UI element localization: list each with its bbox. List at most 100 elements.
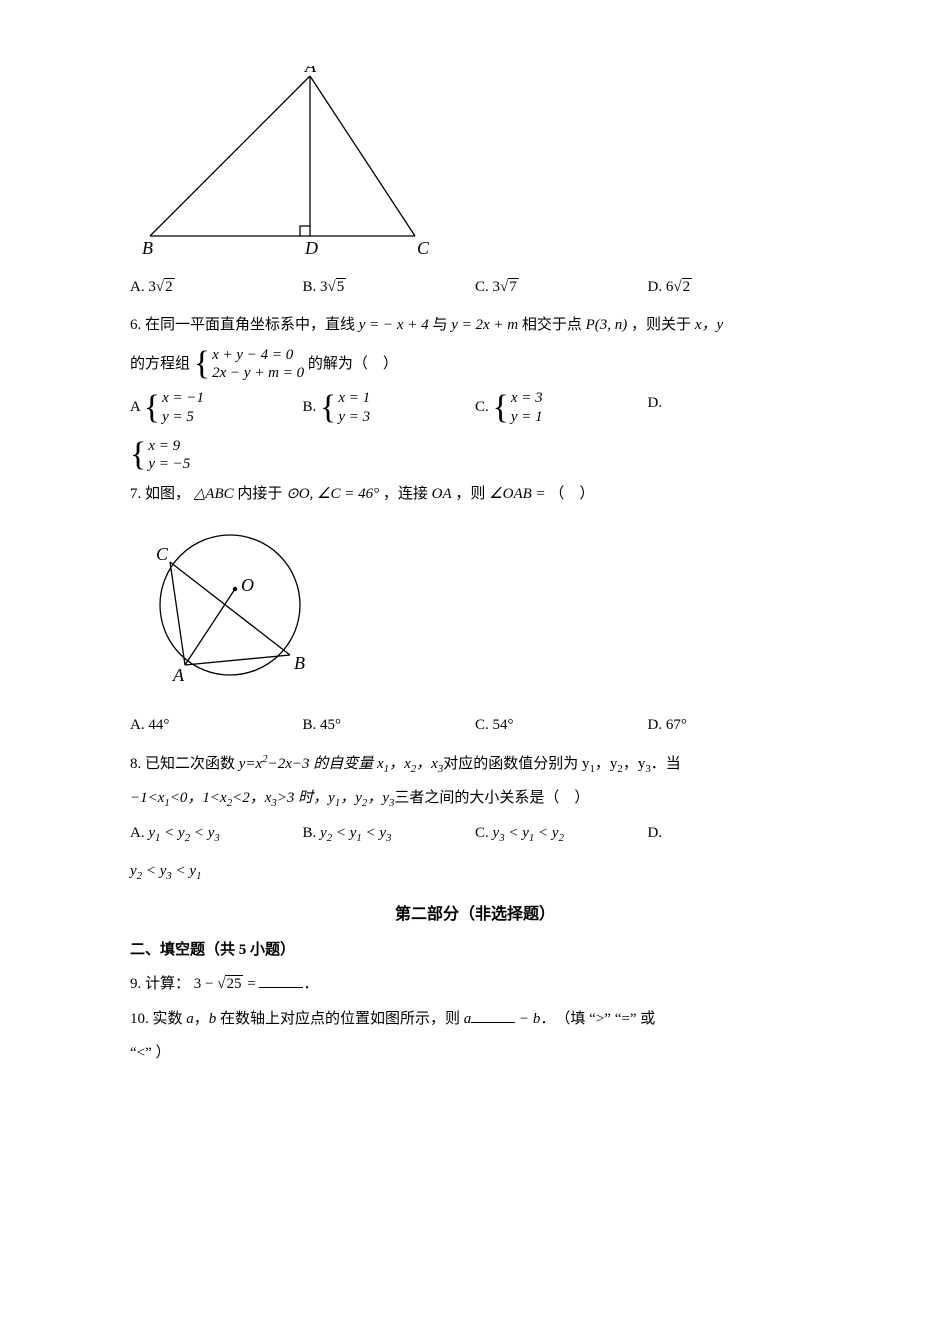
- q10-t2: ，: [194, 1011, 209, 1027]
- q10-t3: 在数轴上对应点的位置如图所示，则: [216, 1011, 464, 1027]
- q6-b-r1: x = 1: [338, 389, 370, 408]
- q8-options: A. y1 < y2 < y3 B. y2 < y1 < y3 C. y3 < …: [130, 819, 820, 848]
- circle-svg: OABC: [140, 515, 320, 695]
- circle-figure: OABC: [140, 515, 820, 706]
- q9-eq: =: [243, 976, 259, 992]
- q7-b-prefix: B.: [303, 717, 317, 733]
- q6-sys-r2: 2x − y + m = 0: [212, 364, 304, 383]
- q8-a-expr: y1 < y2 < y3: [148, 825, 219, 841]
- q10-t5: “<” ）: [130, 1045, 171, 1061]
- q9: 9. 计算： 3 − √25 = ．: [130, 970, 820, 999]
- q8-func: y=x: [239, 756, 262, 772]
- q8-y3: ，y: [623, 756, 646, 772]
- q6-opt-a: A { x = −1 y = 5: [130, 389, 303, 427]
- q7-d-prefix: D.: [648, 717, 663, 733]
- q6-t2: 相交于点: [522, 317, 582, 333]
- q8: 8. 已知二次函数 y=x2−2x−3 的自变量 x1，x2，x3对应的函数值分…: [130, 750, 820, 779]
- q10-num: 10.: [130, 1011, 149, 1027]
- q5-opt-d: D. 6√2: [648, 273, 821, 302]
- q8-l2g: 三者之间的大小关系是（ ）: [394, 790, 589, 806]
- q8-line2: −1<x1<0，1<x2<2，x3>3 时，y1，y2，y3三者之间的大小关系是…: [130, 784, 820, 813]
- part2-title: 第二部分（非选择题）: [130, 900, 820, 930]
- q7-ang: ∠OAB =: [489, 486, 545, 502]
- sec2-head: 二、填空题（共 5 小题）: [130, 936, 820, 965]
- q6-c-prefix: C.: [475, 399, 489, 415]
- q6-a-r1: x = −1: [162, 389, 204, 408]
- q8-l2e: ，y: [340, 790, 362, 806]
- q8-num: 8.: [130, 756, 141, 772]
- q9-tail: ．: [303, 976, 318, 992]
- q9-text: 计算：: [145, 976, 190, 992]
- q6-line1: y = − x + 4: [359, 317, 429, 333]
- q7-a-val: 44°: [148, 717, 169, 733]
- q8-opt-c: C. y3 < y1 < y2: [475, 819, 648, 848]
- q6-line2row: 的方程组 { x + y − 4 = 0 2x − y + m = 0 的解为（…: [130, 346, 820, 384]
- q7-opt-a: A. 44°: [130, 711, 303, 740]
- q8-l2c: <2，x: [232, 790, 271, 806]
- q7-num: 7.: [130, 486, 141, 502]
- q8-l2d: >3 时，y: [277, 790, 335, 806]
- q6-opt-d-sys: { x = 9 y = −5: [130, 437, 820, 475]
- q8-d-expr: y2 < y3 < y1: [130, 863, 201, 879]
- q7-d-val: 67°: [666, 717, 687, 733]
- q8-m2: ，x: [416, 756, 438, 772]
- q8-d-prefix: D.: [648, 825, 663, 841]
- q6-c-r2: y = 1: [511, 408, 543, 427]
- triangle-svg: ABCD: [140, 66, 450, 256]
- q5-c-prefix: C.: [475, 279, 489, 295]
- svg-text:B: B: [142, 238, 153, 256]
- svg-text:B: B: [294, 653, 305, 673]
- q9-num: 9.: [130, 976, 141, 992]
- q7-opt-d: D. 67°: [648, 711, 821, 740]
- q5-c-rad: 7: [508, 278, 519, 295]
- q6-P: P(3, n): [586, 317, 628, 333]
- q6-b-r2: y = 3: [338, 408, 370, 427]
- q7: 7. 如图， △ABC 内接于 ⊙O, ∠C = 46° ，连接 OA ，则 ∠…: [130, 480, 820, 509]
- q9-pre: 3 −: [194, 976, 217, 992]
- svg-text:C: C: [417, 238, 430, 256]
- q6-b-prefix: B.: [303, 399, 317, 415]
- q7-t3: ，连接: [383, 486, 428, 502]
- q6-d-prefix: D.: [648, 395, 663, 411]
- q6-d-r2: y = −5: [148, 455, 190, 474]
- q8-l2a: −1<x: [130, 790, 164, 806]
- q5-d-rad: 2: [682, 278, 693, 295]
- q10-t4: ． （填 “>” “=” 或: [540, 1011, 655, 1027]
- q6: 6. 在同一平面直角坐标系中，直线 y = − x + 4 与 y = 2x +…: [130, 311, 820, 340]
- q8-a-prefix: A.: [130, 825, 145, 841]
- q8-l1b: 对应的函数值分别为 y: [443, 756, 589, 772]
- q8-opt-d: D.: [648, 819, 821, 848]
- q10-line2: “<” ）: [130, 1039, 820, 1068]
- q6-opt-c: C. { x = 3 y = 1: [475, 389, 648, 427]
- svg-text:O: O: [241, 575, 254, 595]
- q7-opt-c: C. 54°: [475, 711, 648, 740]
- q8-b-expr: y2 < y1 < y3: [320, 825, 391, 841]
- q8-opt-b: B. y2 < y1 < y3: [303, 819, 476, 848]
- q7-opt-b: B. 45°: [303, 711, 476, 740]
- q6-opt-b: B. { x = 1 y = 3: [303, 389, 476, 427]
- triangle-figure: ABCD: [140, 66, 820, 267]
- q5-d-coef: 6: [666, 279, 674, 295]
- q6-with: 与: [432, 317, 447, 333]
- q7-c-prefix: C.: [475, 717, 489, 733]
- q8-opt-d-expr-row: y2 < y3 < y1: [130, 857, 820, 886]
- q5-opt-c: C. 3√7: [475, 273, 648, 302]
- q6-num: 6.: [130, 317, 141, 333]
- q6-c-r1: x = 3: [511, 389, 543, 408]
- q5-opt-a: A. 3√2: [130, 273, 303, 302]
- q9-blank: [259, 972, 303, 988]
- q10-cmp: − b: [519, 1011, 540, 1027]
- q8-y2: ，y: [595, 756, 618, 772]
- q5-c-coef: 3: [493, 279, 501, 295]
- q8-functail: −2x−3 的自变量 x: [268, 756, 384, 772]
- q10-a2: a: [464, 1011, 472, 1027]
- q8-opt-a: A. y1 < y2 < y3: [130, 819, 303, 848]
- q6-options: A { x = −1 y = 5 B. { x = 1 y = 3 C. { x…: [130, 389, 820, 427]
- q5-options: A. 3√2 B. 3√5 C. 3√7 D. 6√2: [130, 273, 820, 302]
- q6-a-r2: y = 5: [162, 408, 204, 427]
- q7-tri: △ABC: [194, 486, 234, 502]
- q8-l2f: ，y: [367, 790, 389, 806]
- q8-c-expr: y3 < y1 < y2: [493, 825, 564, 841]
- q5-opt-b: B. 3√5: [303, 273, 476, 302]
- q6-line2: y = 2x + m: [451, 317, 518, 333]
